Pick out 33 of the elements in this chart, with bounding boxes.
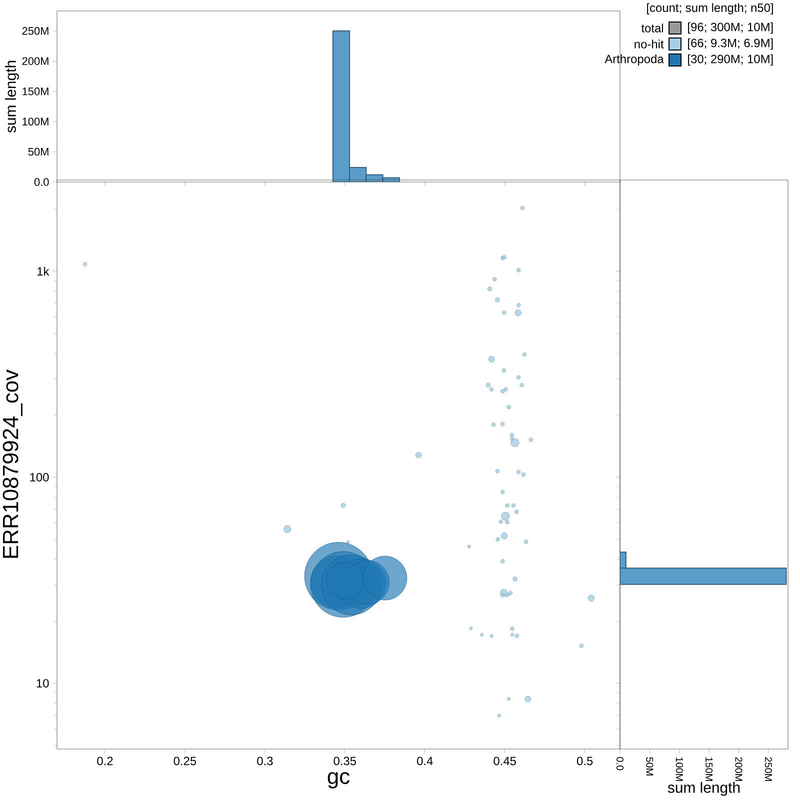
text: total [641, 24, 664, 32]
x-tick-label: 0.4 [417, 756, 433, 766]
y-tick-label: 50M [28, 148, 48, 156]
x-tick-label: 0.5 [576, 756, 593, 766]
y-axis-title: ERR10879924_cov [2, 370, 22, 558]
y-tick-label: 1k [38, 266, 50, 276]
text: [30; 290M; 10M] [688, 54, 773, 66]
y-tick-label: 150M [22, 87, 48, 96]
legend-label: Arthropoda [604, 54, 664, 66]
x-tick-label: 0.25 [174, 756, 196, 766]
x-tick-label: 0.45 [494, 756, 516, 766]
text: [96; 300M; 10M] [688, 22, 773, 34]
text: [66; 9.3M; 6.9M] [688, 38, 773, 50]
y-tick-label: 100M [22, 118, 48, 126]
y-tick-label: 10 [36, 679, 49, 688]
legend-label: no-hit [634, 40, 664, 48]
x-tick-label: 0.35 [334, 756, 356, 766]
x-tick-label: 50M [646, 757, 654, 776]
x-tick-label: 150M [706, 758, 713, 781]
y-tick-label: 0.0 [34, 178, 49, 186]
x-tick-label: 100M [676, 758, 683, 781]
y-tick-label: 250M [22, 27, 48, 35]
y-tick-label: 200M [22, 57, 48, 66]
legend-title: [count; sum length; n50] [647, 3, 773, 14]
x-tick-label: 0.3 [257, 756, 273, 766]
y-tick-label: 100 [30, 473, 49, 482]
x-tick-label: 200M [735, 757, 742, 781]
x-tick-label: 0.2 [97, 756, 113, 766]
x-axis-title: sum length [668, 782, 740, 796]
x-axis-title: gc [328, 772, 350, 788]
x-tick-label: 0.0 [616, 757, 624, 770]
x-tick-label: 250M [764, 757, 772, 781]
y-axis-title: sum length [4, 60, 19, 133]
